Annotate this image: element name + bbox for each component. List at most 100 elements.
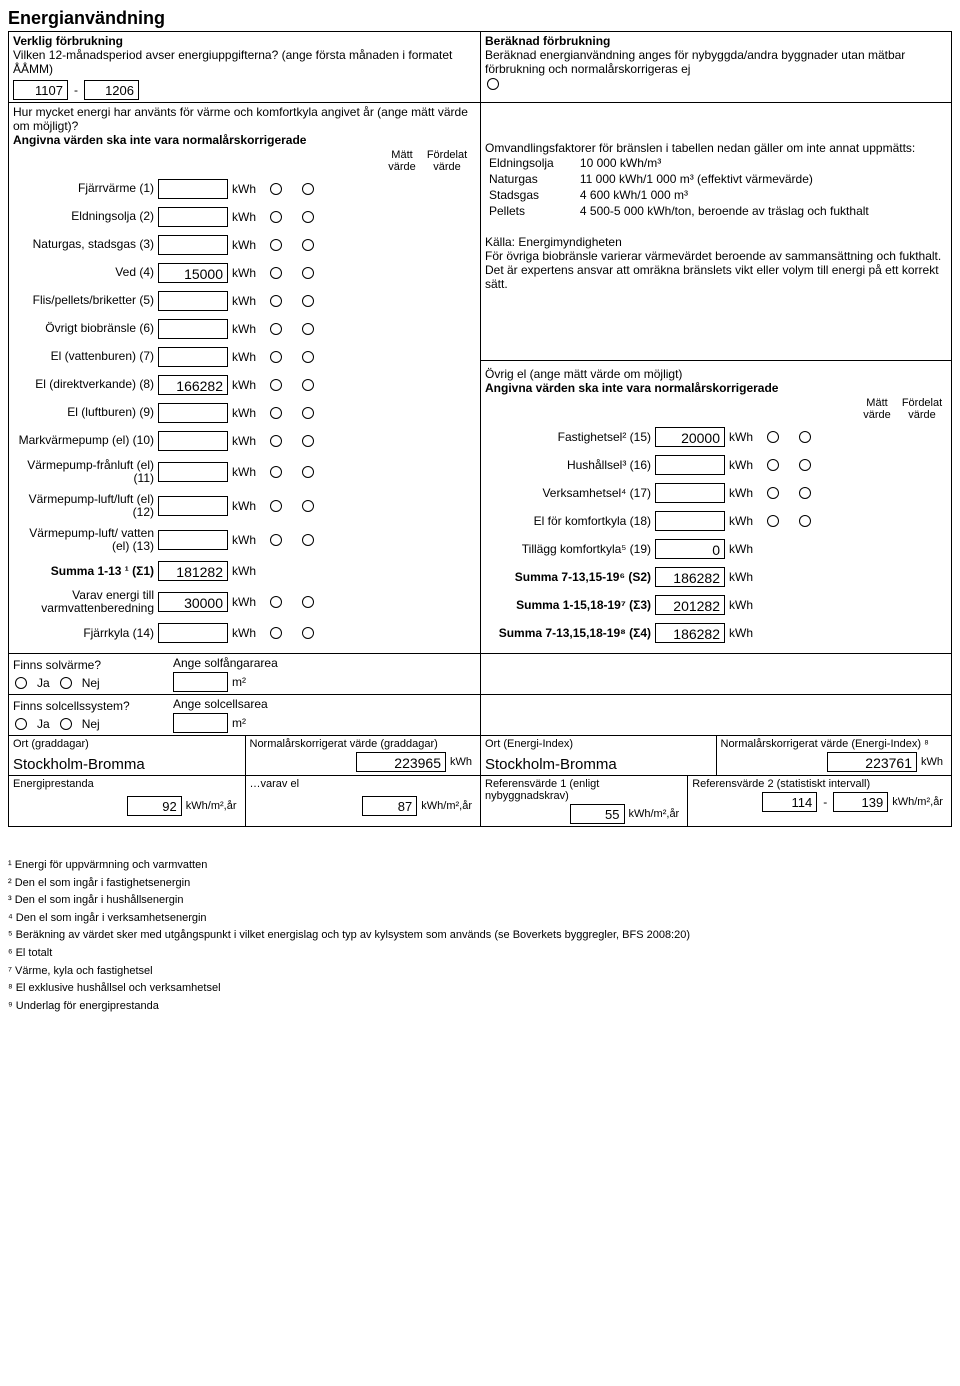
perf-l1: Energiprestanda [13,778,241,790]
energy-row-value[interactable] [158,179,228,199]
radio[interactable] [270,534,282,546]
radio[interactable] [270,379,282,391]
radio[interactable] [767,487,779,499]
radio[interactable] [270,435,282,447]
radio[interactable] [302,407,314,419]
radio[interactable] [270,267,282,279]
radio[interactable] [302,596,314,608]
radio[interactable] [270,407,282,419]
solar-row: Finns solvärme? Ja Nej Ange solfångarare… [9,653,951,694]
calc-text: Beräknad energianvändning anges för nyby… [485,48,947,76]
footnote: ⁵ Beräkning av värdet sker med utgångspu… [8,927,952,945]
energy-row-label: Ved (4) [13,266,158,279]
radio[interactable] [270,211,282,223]
ovrig-row-label: Fastighetsel² (15) [485,430,655,444]
radio[interactable] [799,459,811,471]
radio[interactable] [270,466,282,478]
perf-v4b: 139 [833,792,888,812]
energy-row-label: Värmepump-frånluft (el) (11) [13,459,158,485]
energy-row-value[interactable] [158,207,228,227]
conv-table: Eldningsolja10 000 kWh/m³Naturgas11 000 … [485,155,947,219]
radio[interactable] [302,534,314,546]
energy-left: Hur mycket energi har använts för värme … [9,103,480,653]
fjarrkyla-value[interactable] [158,623,228,643]
radio[interactable] [270,239,282,251]
energy-row-value[interactable] [158,431,228,451]
solar-area1[interactable] [173,672,228,692]
perf-v3: 55 [570,804,625,824]
energy-row-value[interactable]: 166282 [158,375,228,395]
radio[interactable] [270,295,282,307]
period-question: Vilken 12-månadsperiod avser energiuppgi… [13,48,476,76]
ovrig-row-value[interactable] [655,455,725,475]
energy-row-value[interactable] [158,530,228,550]
varav-value[interactable]: 30000 [158,592,228,612]
radio[interactable] [270,596,282,608]
radio[interactable] [302,379,314,391]
ort-l4: Normalårskorrigerat värde (Energi-Index)… [721,738,948,750]
solar-area2[interactable] [173,713,228,733]
actual-heading: Verklig förbrukning [13,34,476,48]
ovrig-norm: Angivna värden ska inte vara normalårsko… [485,381,947,395]
fjarrkyla-label: Fjärrkyla (14) [13,626,158,640]
radio-nej2[interactable] [60,718,72,730]
energy-row-label: Värmepump-luft/ vatten (el) (13) [13,527,158,553]
radio[interactable] [302,183,314,195]
unit: kWh [228,294,260,308]
radio-nej[interactable] [60,677,72,689]
radio[interactable] [767,459,779,471]
energy-row-value[interactable] [158,291,228,311]
ort-l3: Ort (Energi-Index) [485,738,712,750]
energy-row-value[interactable] [158,496,228,516]
ovrig-row-value[interactable]: 20000 [655,427,725,447]
ovrig-row-value[interactable] [655,483,725,503]
radio[interactable] [302,351,314,363]
footnote: ⁹ Underlag för energiprestanda [8,998,952,1016]
sum113-label: Summa 1-13 ¹ (Σ1) [13,564,158,578]
radio[interactable] [270,183,282,195]
energy-row-label: Eldningsolja (2) [13,210,158,223]
radio[interactable] [270,627,282,639]
unit: kWh [228,499,260,513]
radio[interactable] [767,431,779,443]
perf-l3: Referensvärde 1 (enligt nybyggnadskrav) [485,778,683,802]
radio[interactable] [302,211,314,223]
sum113-value: 181282 [158,561,228,581]
energy-row-label: Övrigt biobränsle (6) [13,322,158,335]
energy-row-value[interactable] [158,347,228,367]
radio[interactable] [302,239,314,251]
radio[interactable] [270,351,282,363]
energy-row-label: Värmepump-luft/luft (el) (12) [13,493,158,519]
radio[interactable] [799,431,811,443]
energy-row-value[interactable] [158,235,228,255]
energy-row-value[interactable] [158,319,228,339]
footnote: ⁶ El totalt [8,945,952,963]
energy-row-value[interactable]: 15000 [158,263,228,283]
calc-radio[interactable] [487,78,499,90]
col-matt: Mätt värde [382,149,422,173]
radio-ja2[interactable] [15,718,27,730]
col-ford: Fördelat värde [422,149,472,173]
period-from[interactable]: 1107 [13,80,68,100]
radio[interactable] [270,500,282,512]
radio[interactable] [302,323,314,335]
radio[interactable] [302,435,314,447]
radio-ja[interactable] [15,677,27,689]
radio[interactable] [270,323,282,335]
radio[interactable] [302,627,314,639]
ovrig-row-value[interactable] [655,511,725,531]
radio[interactable] [767,515,779,527]
period-to[interactable]: 1206 [84,80,139,100]
radio[interactable] [302,267,314,279]
energy-row-value[interactable] [158,403,228,423]
radio[interactable] [302,466,314,478]
radio[interactable] [302,295,314,307]
solar-q2: Finns solcellssystem? [13,699,153,713]
radio[interactable] [302,500,314,512]
energy-row-value[interactable] [158,462,228,482]
radio[interactable] [799,487,811,499]
varav-label: Varav energi till varmvattenberedning [13,589,158,615]
conv-key: Eldningsolja [485,155,576,171]
radio[interactable] [799,515,811,527]
s2-label: Summa 7-13,15-19⁶ (S2) [485,570,655,584]
